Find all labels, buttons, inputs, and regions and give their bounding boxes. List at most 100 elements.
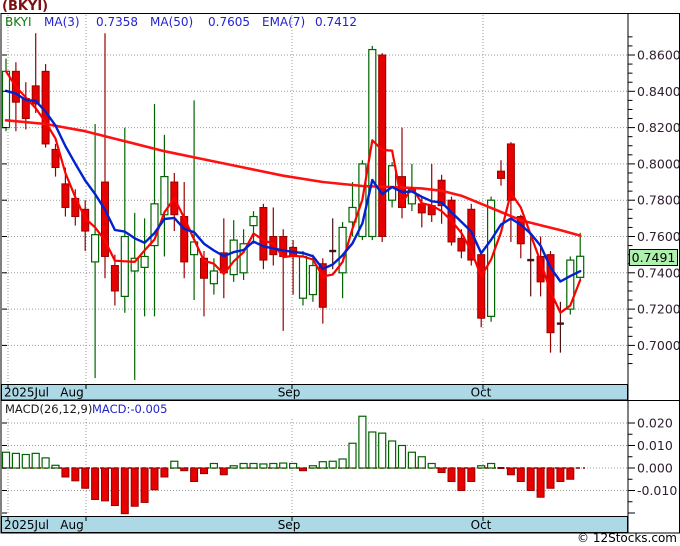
ma50-line xyxy=(4,119,582,237)
ma3-line xyxy=(4,70,582,314)
price-tick-label: 0.7800 xyxy=(637,193,680,208)
candle-body-down xyxy=(31,85,40,105)
candle-body-up xyxy=(130,257,139,272)
candle-body-up xyxy=(90,234,100,263)
macd-bar-positive xyxy=(170,460,179,469)
page-title: (BKYI) xyxy=(2,0,49,14)
month-label-main: Oct xyxy=(471,386,492,400)
macd-bar-negative xyxy=(566,467,575,480)
candle-body-up xyxy=(388,165,397,201)
macd-bar-positive xyxy=(338,458,347,469)
macd-bar-positive xyxy=(407,451,416,469)
macd-tick-label: 0.010 xyxy=(637,438,673,453)
macd-bar-positive xyxy=(378,432,387,469)
macd-bar-negative xyxy=(140,467,149,503)
macd-bar-positive xyxy=(239,462,248,469)
macd-bar-negative xyxy=(447,467,456,482)
macd-bar-positive xyxy=(388,440,397,469)
macd-bar-positive xyxy=(11,452,20,469)
macd-bar-negative xyxy=(130,467,139,507)
legend-symbol: BKYI xyxy=(5,15,32,29)
candle-body-down xyxy=(467,208,476,261)
macd-bar-negative xyxy=(150,467,159,491)
macd-tick-label: -0.010 xyxy=(637,483,677,498)
candle-body-down xyxy=(457,237,466,252)
macd-bar-positive xyxy=(279,462,288,469)
macd-bar-positive xyxy=(308,465,317,469)
price-tick-label: 0.7400 xyxy=(637,265,680,280)
candle-body-down xyxy=(506,143,515,201)
macd-bar-negative xyxy=(110,467,119,507)
candle-body-down xyxy=(417,203,426,214)
last-price-badge: 0.7491 xyxy=(629,249,678,266)
macd-bar-negative xyxy=(61,467,70,478)
price-tick-label: 0.8400 xyxy=(637,84,680,99)
macd-bar-positive xyxy=(487,462,496,469)
candle-body-up xyxy=(566,259,575,310)
month-label-main: Sep xyxy=(278,386,301,400)
macd-bar-negative xyxy=(71,467,80,482)
macd-bar-negative xyxy=(457,467,466,491)
candle-body-doji xyxy=(556,322,564,325)
macd-value-label: MACD:-0.005 xyxy=(92,402,168,416)
legend-ma50-label: MA(50) xyxy=(150,15,194,29)
macd-bar-negative xyxy=(536,467,545,498)
price-tick-label: 0.8000 xyxy=(637,156,680,171)
macd-bar-positive xyxy=(477,465,486,469)
candle-body-up xyxy=(308,264,317,296)
macd-bar-negative xyxy=(190,467,199,482)
macd-bar-positive xyxy=(31,452,40,469)
macd-bar-negative xyxy=(467,467,476,482)
month-label-macd: Aug xyxy=(60,518,83,532)
month-band-main xyxy=(1,384,628,401)
macd-bar-flat xyxy=(497,467,505,469)
macd-bar-positive xyxy=(21,453,30,469)
ema7-line xyxy=(4,89,582,283)
legend-ema7-label: EMA(7) xyxy=(262,15,306,29)
legend-ma50-value: 0.7605 xyxy=(208,15,250,29)
macd-bar-negative xyxy=(516,467,525,482)
macd-bar-negative xyxy=(200,467,208,475)
macd-bar-negative xyxy=(437,467,446,473)
macd-bar-positive xyxy=(358,415,367,469)
macd-bar-negative xyxy=(556,467,565,482)
macd-tick-label: 0.000 xyxy=(637,461,673,476)
legend-ma3-value: 0.7358 xyxy=(96,15,138,29)
macd-bar-negative xyxy=(526,467,535,491)
candle-body-doji xyxy=(527,258,535,262)
candle-body-doji xyxy=(329,249,337,253)
macd-bar-positive xyxy=(259,463,268,469)
macd-bar-positive xyxy=(427,462,436,469)
month-label-macd: Oct xyxy=(471,518,492,532)
macd-bar-positive xyxy=(209,462,218,469)
macd-params-label: MACD(26,12,9) xyxy=(5,402,93,416)
candle-body-up xyxy=(348,206,357,223)
candle-body-up xyxy=(298,255,308,299)
month-label-main: Aug xyxy=(60,386,83,400)
macd-bar-negative xyxy=(120,467,129,515)
macd-bar-negative xyxy=(91,467,100,500)
macd-tick-label: 0.020 xyxy=(637,416,673,431)
price-tick-label: 0.8200 xyxy=(637,120,680,135)
attribution-link[interactable]: © 12Stocks.com xyxy=(577,531,677,545)
candle-body-down xyxy=(318,263,327,308)
candle-body-up xyxy=(209,270,218,285)
month-label-main: 2025Jul xyxy=(4,386,49,400)
macd-bar-positive xyxy=(229,465,238,469)
macd-bar-positive xyxy=(397,444,407,469)
macd-bar-negative xyxy=(101,467,109,502)
macd-bar-positive xyxy=(41,457,50,469)
macd-bar-positive xyxy=(289,462,298,469)
macd-bar-positive xyxy=(249,462,258,469)
price-tick-label: 0.7600 xyxy=(637,229,680,244)
legend-ma3-label: MA(3) xyxy=(44,15,80,29)
candle-body-down xyxy=(378,54,387,237)
candle-body-up xyxy=(120,235,129,297)
legend-ema7-value: 0.7412 xyxy=(315,15,357,29)
price-tick-label: 0.7000 xyxy=(637,338,680,353)
candle-body-down xyxy=(497,170,505,179)
month-label-macd: Sep xyxy=(278,518,301,532)
macd-bar-positive xyxy=(348,442,357,469)
